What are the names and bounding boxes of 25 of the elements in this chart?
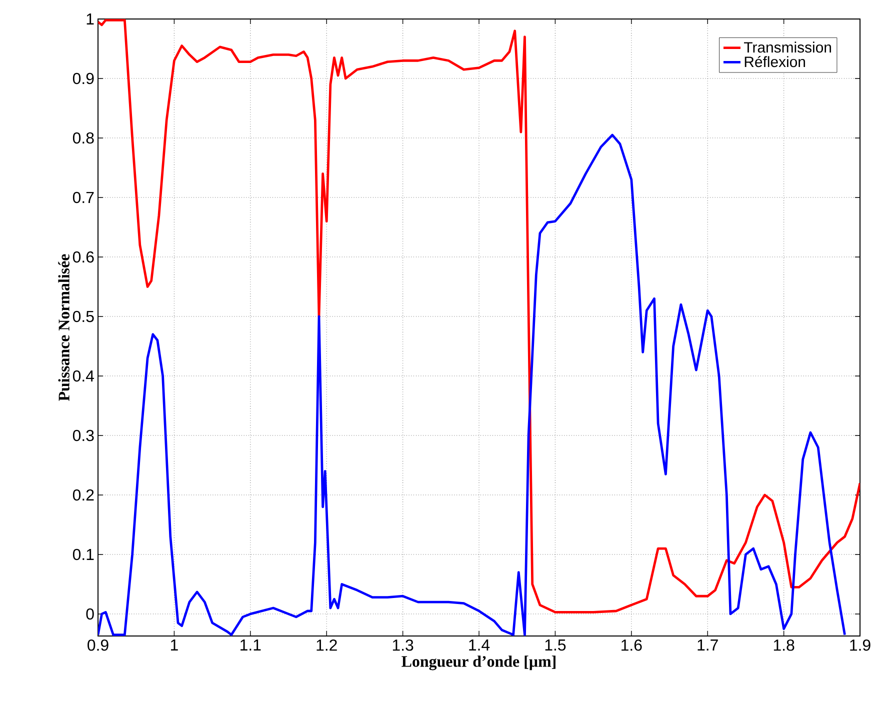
- legend-label: Réflexion: [744, 56, 805, 68]
- x-tick-label: 1: [170, 640, 178, 650]
- x-tick-label: 1.6: [622, 640, 642, 651]
- x-tick-label: 1.8: [774, 640, 794, 651]
- y-tick-label: 1: [86, 13, 94, 24]
- x-tick-label: 1.3: [392, 640, 414, 651]
- y-tick-label: 0.5: [72, 310, 94, 322]
- x-tick-label: 1.5: [545, 640, 566, 651]
- x-tick-label: 1.7: [698, 640, 718, 650]
- y-tick-label: 0.8: [72, 132, 94, 144]
- y-tick-label: 0: [86, 608, 94, 620]
- y-tick-label: 0.2: [72, 489, 94, 501]
- x-tick-label: 1.4: [469, 640, 490, 650]
- y-tick-label: 0.9: [72, 72, 94, 84]
- y-tick-label: 0.1: [72, 548, 94, 560]
- x-tick-label: 1.2: [316, 640, 337, 651]
- x-axis-title: Longueur d’onde [µm]: [402, 656, 556, 670]
- y-tick-label: 0.3: [72, 430, 94, 442]
- legend-label: Transmission: [744, 42, 831, 53]
- y-tick-label: 0.6: [72, 251, 94, 263]
- y-tick-label: 0.4: [72, 370, 94, 382]
- x-tick-label: 1.9: [850, 640, 870, 651]
- y-tick-label: 0.7: [72, 192, 94, 204]
- y-axis-title: Puissance Normalisée: [58, 254, 70, 401]
- x-tick-label: 1.1: [240, 640, 261, 650]
